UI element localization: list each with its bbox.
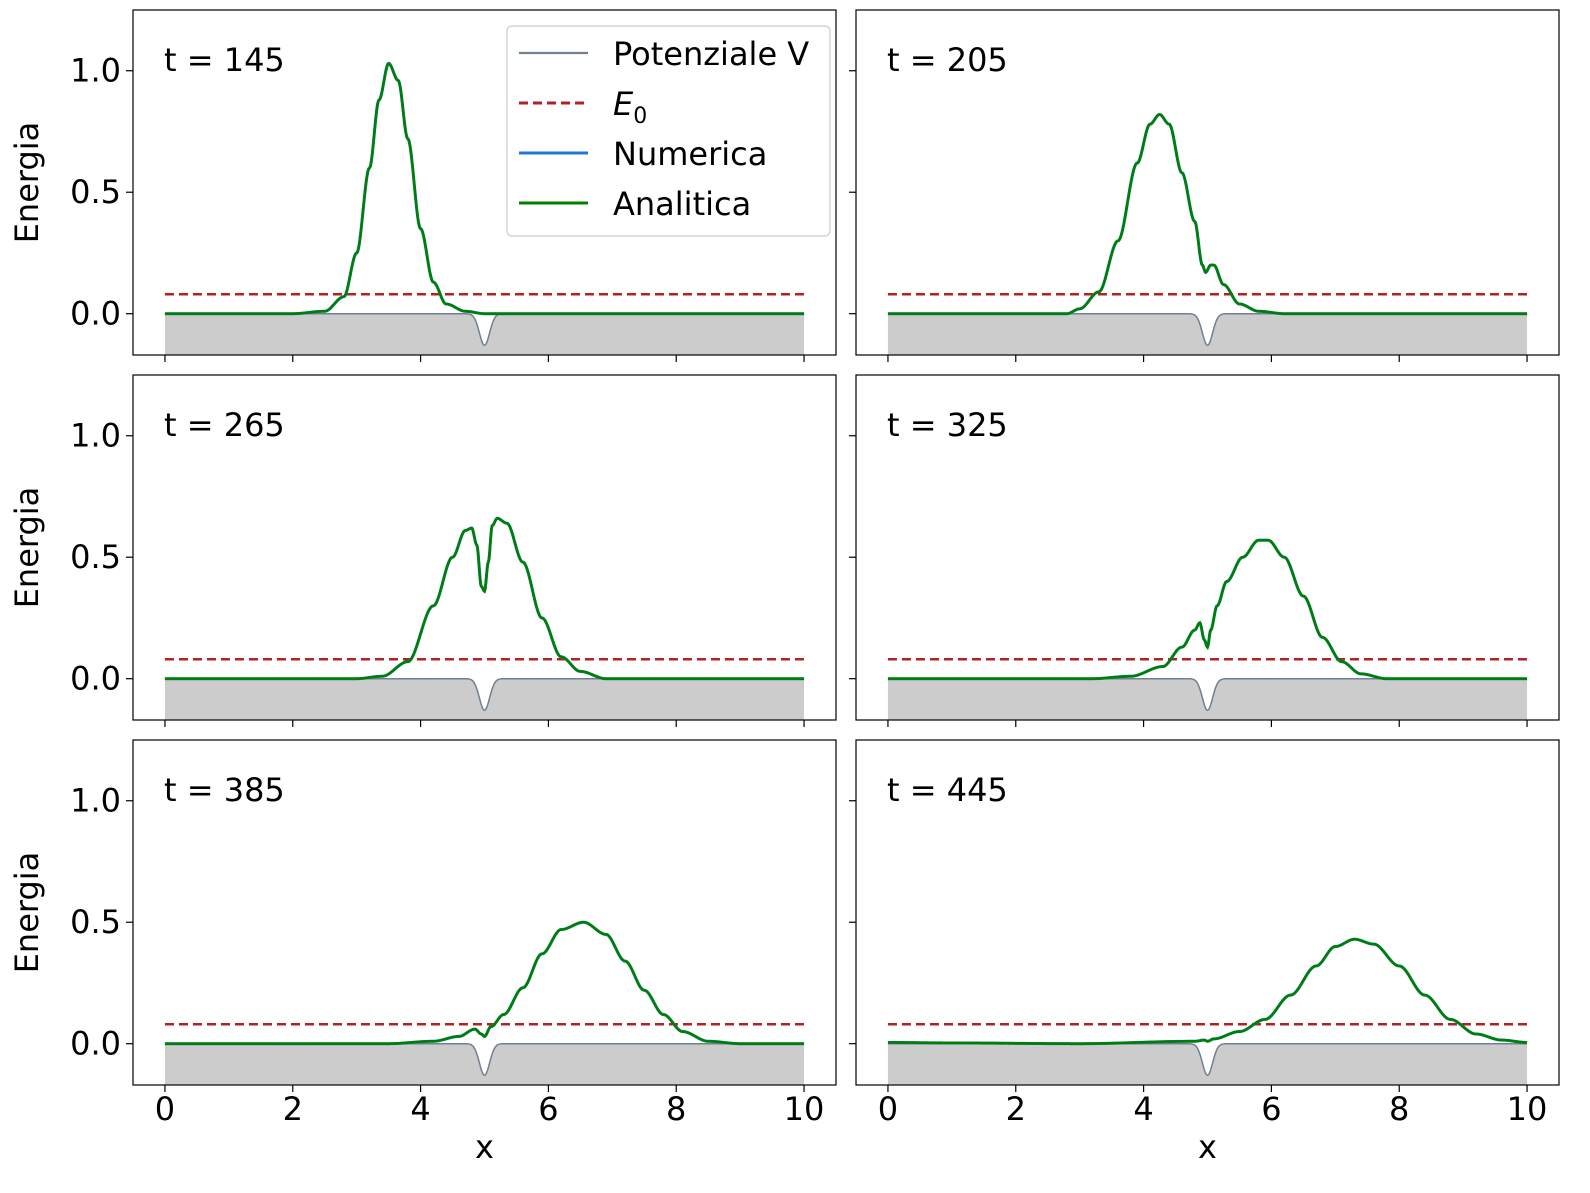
- x-tick-label: 8: [1389, 1090, 1409, 1128]
- y-tick-label: 1.0: [70, 782, 121, 820]
- potential-fill: [164, 678, 805, 720]
- time-annotation: t = 145: [164, 41, 285, 79]
- legend-label-main: E: [613, 85, 634, 123]
- panel-plot-area: [887, 538, 1528, 720]
- x-tick-label: 8: [666, 1090, 686, 1128]
- panel-1: 0.0 0.5 1.0 t = 145 Energia: [8, 9, 837, 362]
- panel-frame: [855, 9, 1560, 356]
- y-tick-label: 1.0: [70, 417, 121, 455]
- legend-label: Numerica: [613, 135, 767, 173]
- potential-fill: [887, 313, 1528, 355]
- x-tick-label: 2: [283, 1090, 303, 1128]
- y-tick-label: 0.0: [70, 295, 121, 333]
- y-axis-label: Energia: [8, 852, 46, 974]
- panel-plot-area: [164, 516, 805, 720]
- y-axis-label: Energia: [8, 487, 46, 609]
- panel-plot-area: [164, 61, 805, 355]
- y-tick-label: 0.0: [70, 1025, 121, 1063]
- panel-frame: [132, 9, 837, 356]
- potential-fill: [887, 1043, 1528, 1085]
- panel-plot-area: [887, 112, 1528, 355]
- analitica-line: [164, 517, 805, 680]
- numerica-line: [887, 937, 1528, 1046]
- legend-entry: Numerica: [519, 135, 767, 173]
- panel-6: 0 2 4 6 8 10 t = 445 x: [849, 739, 1560, 1166]
- analitica-line: [887, 113, 1528, 315]
- legend-entry: E0: [519, 85, 647, 129]
- x-tick-label: 4: [1133, 1090, 1153, 1128]
- time-annotation: t = 445: [887, 771, 1008, 809]
- legend-label: Analitica: [613, 185, 751, 223]
- potential-fill: [164, 313, 805, 355]
- x-tick-label: 0: [155, 1090, 175, 1128]
- analitica-line: [887, 937, 1528, 1045]
- analitica-line: [887, 538, 1528, 680]
- x-tick-label: 2: [1006, 1090, 1026, 1128]
- x-tick-label: 10: [784, 1090, 825, 1128]
- panel-2: t = 205: [849, 9, 1560, 362]
- y-tick-label: 0.5: [70, 538, 121, 576]
- potential-fill: [887, 678, 1528, 720]
- numerica-line: [164, 516, 805, 681]
- x-tick-label: 6: [538, 1090, 558, 1128]
- x-axis-label: x: [475, 1128, 494, 1166]
- panel-frame: [855, 374, 1560, 721]
- y-axis-label: Energia: [8, 122, 46, 244]
- panel-frame: [132, 374, 837, 721]
- time-annotation: t = 385: [164, 771, 285, 809]
- numerica-line: [164, 920, 805, 1046]
- panel-3: 0.0 0.5 1.0 t = 265 Energia: [8, 374, 837, 727]
- time-annotation: t = 205: [887, 41, 1008, 79]
- analitica-line: [164, 920, 805, 1045]
- panel-frame: [132, 739, 837, 1086]
- panel-4: t = 325: [849, 374, 1560, 727]
- numerica-line: [887, 112, 1528, 316]
- panel-5: 0 2 4 6 8 10 0.0 0.5 1.0 t = 385 Energia x: [8, 739, 837, 1166]
- time-annotation: t = 265: [164, 406, 285, 444]
- x-tick-label: 0: [878, 1090, 898, 1128]
- panel-frame: [855, 739, 1560, 1086]
- potential-fill: [164, 1043, 805, 1085]
- panel-plot-area: [164, 920, 805, 1085]
- legend-label: Potenziale V: [613, 35, 809, 73]
- legend-label-subscript: 0: [633, 104, 647, 129]
- x-tick-label: 10: [1507, 1090, 1548, 1128]
- y-tick-label: 0.5: [70, 173, 121, 211]
- panel-plot-area: [887, 937, 1528, 1085]
- legend-label: E0: [613, 85, 647, 129]
- legend-entry: Potenziale V: [519, 35, 809, 73]
- time-annotation: t = 325: [887, 406, 1008, 444]
- x-tick-label: 6: [1261, 1090, 1281, 1128]
- y-tick-label: 0.0: [70, 660, 121, 698]
- legend-entry: Analitica: [519, 185, 751, 223]
- x-axis-label: x: [1198, 1128, 1217, 1166]
- legend-box: [506, 25, 831, 237]
- y-tick-label: 0.5: [70, 903, 121, 941]
- numerica-line: [887, 538, 1528, 681]
- x-tick-label: 4: [410, 1090, 430, 1128]
- legend: Potenziale V E0 Numerica Analitica: [506, 25, 831, 237]
- analitica-line: [164, 61, 805, 315]
- y-tick-label: 1.0: [70, 52, 121, 90]
